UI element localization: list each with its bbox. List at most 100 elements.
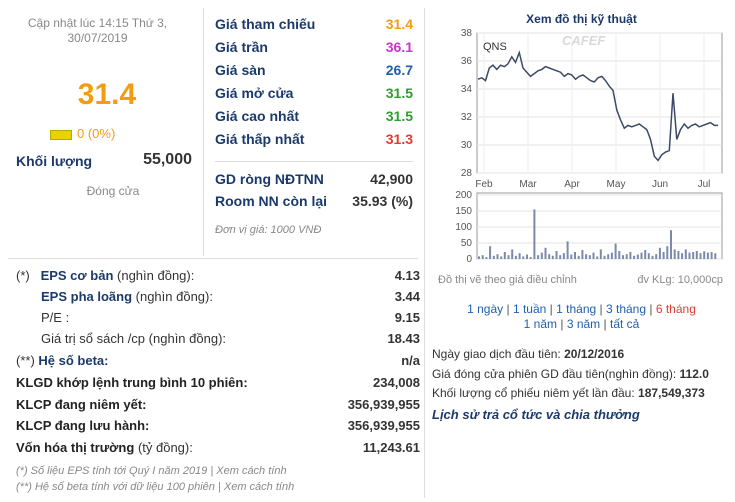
range-1-day[interactable]: 1 ngày	[467, 302, 504, 316]
volume-bar	[481, 255, 484, 259]
first-close-label: Giá đóng cửa phiên GD đầu tiên(nghìn đồn…	[432, 366, 677, 381]
column-divider-2	[424, 8, 425, 498]
range-3-months[interactable]: 3 tháng	[605, 302, 647, 316]
volume-bars	[478, 209, 717, 259]
range-6-months[interactable]: 6 tháng	[655, 302, 696, 316]
chart-note-adjusted: Đồ thị vẽ theo giá điều chỉnh	[438, 274, 577, 286]
price-x-tick-label: Jun	[652, 179, 668, 190]
price-plot-frame	[476, 32, 723, 174]
open-price-row: Giá mở cửa 31.5	[215, 85, 413, 108]
open-price-value: 31.5	[385, 85, 413, 101]
volume-bar	[629, 252, 632, 259]
footnote-eps[interactable]: (*) Số liệu EPS tính tới Quý I năm 2019 …	[16, 465, 287, 477]
section-divider	[8, 258, 418, 259]
volume-bar	[607, 254, 610, 259]
volume-bar	[566, 241, 569, 259]
range-row-1: 1 ngày | 1 tuần | 1 tháng | 3 tháng | 6 …	[467, 302, 696, 316]
range-3-years[interactable]: 3 năm	[566, 317, 601, 331]
avg-volume-label: KLGD khớp lệnh trung bình 10 phiên:	[16, 375, 248, 390]
market-cap-label: Vốn hóa thị trường	[16, 440, 135, 455]
volume-bar	[548, 254, 551, 259]
volume-bar	[540, 252, 543, 259]
bvps-label: Giá trị sổ sách /cp	[41, 331, 146, 346]
range-1-year[interactable]: 1 năm	[523, 317, 557, 331]
price-y-tick-label: 28	[461, 168, 473, 179]
volume-bar	[640, 252, 643, 259]
volume-plot-frame	[476, 192, 723, 260]
volume-bar	[485, 257, 488, 259]
low-price-value: 31.3	[385, 131, 413, 147]
foreign-room-row: Room NN còn lại 35.93 (%)	[215, 193, 413, 216]
volume-bar	[681, 253, 684, 259]
volume-bar	[555, 251, 558, 259]
range-row-2: 1 năm | 3 năm | tất cả	[523, 317, 640, 331]
volume-bar	[585, 254, 588, 259]
fundamentals-table: (*) EPS cơ bản (nghìn đồng): 4.13 EPS ph…	[16, 268, 420, 498]
range-1-week[interactable]: 1 tuần	[512, 302, 547, 316]
volume-y-tick-label: 200	[455, 190, 472, 201]
price-y-tick-label: 36	[461, 56, 473, 67]
price-table-divider	[215, 161, 413, 162]
volume-bar	[673, 249, 676, 259]
volume-bar	[551, 255, 554, 259]
volume-y-ticks: 0 50 100 150 200	[455, 190, 472, 265]
net-foreign-row: GD ròng NĐTNN 42,900	[215, 171, 413, 194]
volume-bar	[518, 253, 521, 259]
volume-bar	[478, 256, 480, 259]
foreign-room-value: 35.93 (%)	[352, 193, 413, 209]
beta-value: n/a	[401, 353, 420, 368]
ref-price-label: Giá tham chiếu	[215, 16, 316, 32]
stock-chart[interactable]: 28 30 32 34 36 38 Feb Mar Apr May Jun Jul QNS CAFE…	[428, 26, 735, 266]
bvps-row: Giá trị sổ sách /cp (nghìn đồng): 18.43	[16, 331, 420, 352]
volume-bar	[526, 254, 528, 259]
volume-bar	[706, 252, 709, 259]
pe-value: 9.15	[394, 310, 420, 325]
change-row: 0 (0%)	[50, 126, 115, 141]
volume-bar	[500, 256, 503, 259]
eps-basic-label: EPS cơ bản	[40, 268, 114, 283]
update-time-line1: Cập nhật lúc 14:15 Thứ 3,	[27, 16, 168, 30]
outstanding-shares-value: 356,939,955	[347, 418, 420, 433]
market-status: Đóng cửa	[86, 184, 140, 198]
volume-bar	[489, 246, 492, 259]
volume-bar	[507, 255, 510, 259]
volume-bar	[559, 255, 562, 259]
ceiling-price-label: Giá trần	[215, 39, 268, 55]
volume-bar	[603, 255, 606, 259]
update-time: Cập nhật lúc 14:15 Thứ 3, 30/07/2019	[0, 16, 195, 46]
bvps-value: 18.43	[387, 331, 420, 346]
volume-bar	[529, 257, 532, 259]
volume-bar	[503, 252, 506, 259]
eps-diluted-value: 3.44	[394, 289, 420, 304]
foreign-room-label: Room NN còn lại	[215, 193, 328, 209]
watermark-logo: CAFEF	[562, 33, 606, 48]
price-x-tick-label: May	[607, 179, 626, 190]
volume-bar	[496, 254, 499, 259]
range-all[interactable]: tất cả	[609, 317, 640, 331]
volume-bar	[562, 253, 565, 259]
flat-indicator-icon	[50, 129, 72, 140]
low-price-row: Giá thấp nhất 31.3	[215, 131, 413, 154]
volume-bar	[592, 252, 595, 259]
volume-bar	[666, 246, 669, 259]
beta-label: Hệ số beta:	[38, 353, 109, 368]
volume-value: 55,000	[143, 151, 192, 168]
first-volume-row: Khối lượng cổ phiếu niêm yết lần đầu: 18…	[432, 384, 732, 404]
outstanding-shares-row: KLCP đang lưu hành: 356,939,955	[16, 418, 420, 439]
footnote-beta[interactable]: (**) Hệ số beta tính với dữ liệu 100 phi…	[16, 481, 295, 493]
volume-bar	[644, 250, 647, 259]
price-change: 0 (0%)	[77, 126, 116, 141]
volume-bar	[596, 256, 599, 259]
first-trade-row: Ngày giao dịch đầu tiên: 20/12/2016	[432, 345, 732, 365]
price-x-tick-label: Jul	[698, 179, 711, 190]
dividend-history-link[interactable]: Lịch sử trả cổ tức và chia thưởng	[432, 406, 640, 422]
listing-info: Ngày giao dịch đầu tiên: 20/12/2016 Giá …	[432, 345, 732, 424]
chart-title[interactable]: Xem đồ thị kỹ thuật	[526, 12, 637, 26]
volume-bar	[651, 255, 654, 259]
eps-diluted-label: EPS pha loãng	[41, 289, 133, 304]
volume-bar	[714, 253, 717, 259]
volume-bar	[699, 253, 702, 259]
volume-bar	[492, 255, 495, 259]
ceiling-price-value: 36.1	[385, 39, 413, 55]
range-1-month[interactable]: 1 tháng	[556, 302, 597, 316]
